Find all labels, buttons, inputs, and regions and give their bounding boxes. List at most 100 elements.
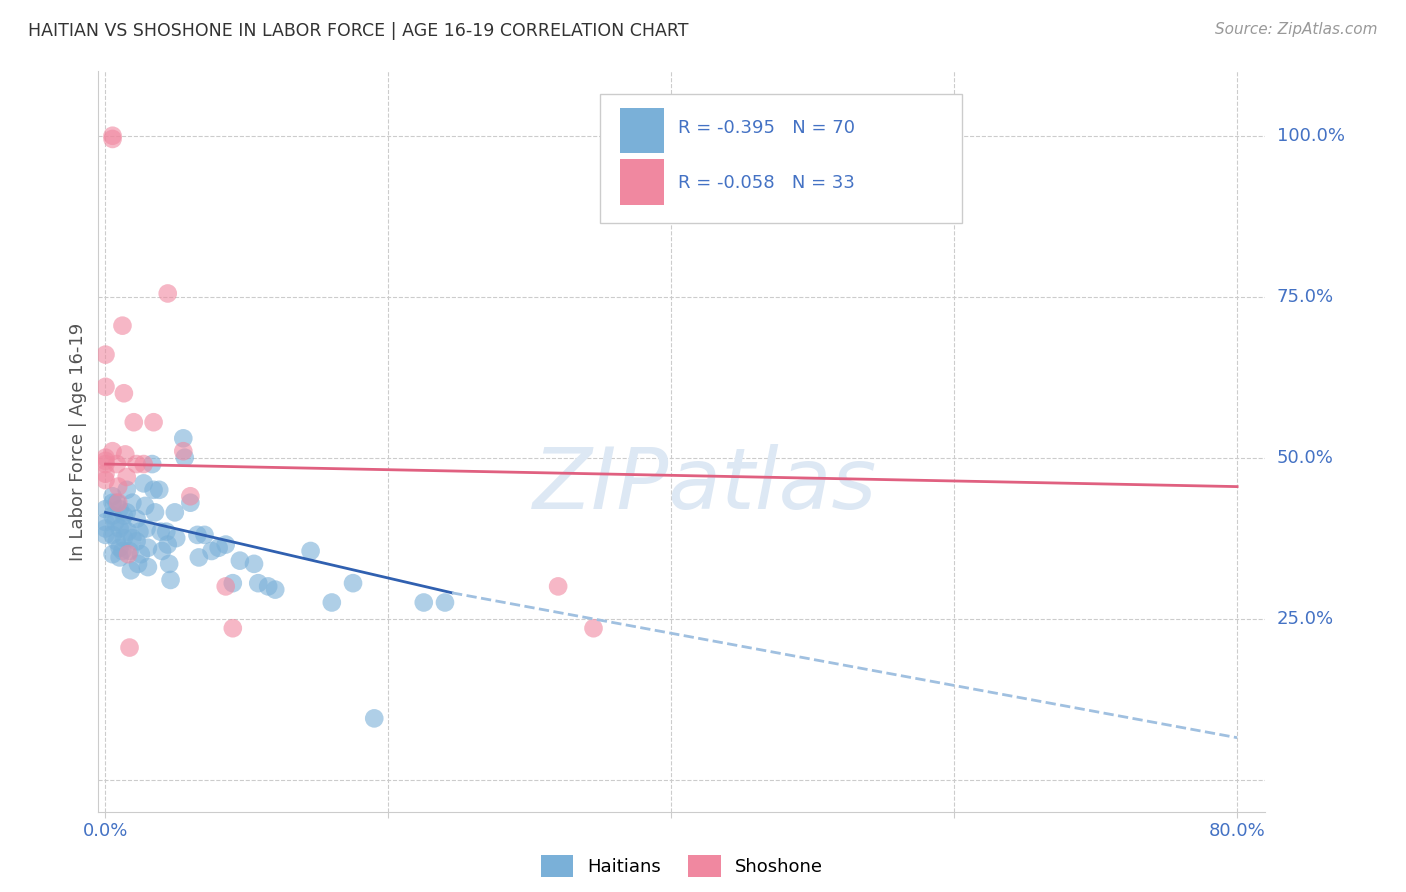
Point bbox=[104, 515, 127, 529]
Point bbox=[101, 547, 124, 561]
Text: R = -0.058   N = 33: R = -0.058 N = 33 bbox=[679, 174, 855, 192]
Point bbox=[433, 595, 456, 609]
Point bbox=[264, 582, 287, 597]
Point bbox=[142, 483, 165, 497]
Point bbox=[215, 537, 238, 551]
Point bbox=[94, 450, 117, 465]
Point bbox=[94, 380, 117, 394]
Point bbox=[156, 286, 179, 301]
Point bbox=[112, 386, 135, 401]
Point bbox=[134, 499, 156, 513]
Text: 75.0%: 75.0% bbox=[1277, 288, 1334, 306]
Point bbox=[94, 528, 117, 542]
Text: 50.0%: 50.0% bbox=[1277, 449, 1333, 467]
Point bbox=[159, 573, 181, 587]
Point bbox=[132, 457, 155, 471]
Point bbox=[257, 579, 280, 593]
Text: Source: ZipAtlas.com: Source: ZipAtlas.com bbox=[1215, 22, 1378, 37]
Point bbox=[125, 512, 148, 526]
Point bbox=[105, 457, 128, 471]
Point bbox=[193, 528, 215, 542]
Point bbox=[101, 489, 124, 503]
Point bbox=[215, 579, 238, 593]
Text: ZIPatlas: ZIPatlas bbox=[533, 444, 877, 527]
Point bbox=[101, 508, 124, 523]
Point bbox=[156, 537, 179, 551]
Point bbox=[111, 544, 134, 558]
Point bbox=[243, 557, 266, 571]
Point bbox=[200, 544, 222, 558]
Point bbox=[94, 502, 117, 516]
Point bbox=[179, 496, 201, 510]
Point bbox=[631, 128, 654, 143]
Point bbox=[108, 550, 131, 565]
Y-axis label: In Labor Force | Age 16-19: In Labor Force | Age 16-19 bbox=[69, 322, 87, 561]
Point bbox=[125, 534, 148, 549]
Point bbox=[547, 579, 569, 593]
Point bbox=[172, 431, 194, 445]
Point bbox=[114, 447, 136, 461]
Legend: Haitians, Shoshone: Haitians, Shoshone bbox=[533, 847, 831, 884]
Point bbox=[141, 457, 163, 471]
Point bbox=[412, 595, 434, 609]
Point bbox=[101, 496, 124, 510]
Point bbox=[101, 444, 124, 458]
Point bbox=[117, 524, 139, 539]
Point bbox=[94, 454, 117, 468]
Point bbox=[222, 576, 245, 591]
Point bbox=[157, 557, 180, 571]
Point bbox=[117, 547, 139, 561]
Point bbox=[247, 576, 270, 591]
Point bbox=[101, 132, 124, 146]
Point bbox=[222, 621, 245, 635]
Point bbox=[299, 544, 322, 558]
Point bbox=[115, 505, 138, 519]
Point bbox=[342, 576, 364, 591]
Point bbox=[155, 524, 177, 539]
Text: HAITIAN VS SHOSHONE IN LABOR FORCE | AGE 16-19 CORRELATION CHART: HAITIAN VS SHOSHONE IN LABOR FORCE | AGE… bbox=[28, 22, 689, 40]
Point bbox=[107, 480, 129, 494]
Point bbox=[121, 496, 143, 510]
Point bbox=[94, 515, 117, 529]
Point bbox=[105, 496, 128, 510]
Point bbox=[101, 128, 124, 143]
Point bbox=[111, 518, 134, 533]
Point bbox=[127, 557, 149, 571]
Text: R = -0.395   N = 70: R = -0.395 N = 70 bbox=[679, 119, 855, 136]
Point bbox=[136, 560, 159, 574]
Point bbox=[363, 711, 385, 725]
Point bbox=[143, 505, 166, 519]
Text: 25.0%: 25.0% bbox=[1277, 609, 1334, 628]
Point bbox=[94, 467, 117, 481]
Point bbox=[112, 508, 135, 523]
Point bbox=[111, 318, 134, 333]
Point bbox=[229, 554, 252, 568]
Point bbox=[135, 521, 157, 535]
Point bbox=[129, 547, 152, 561]
Point bbox=[94, 521, 117, 535]
Point bbox=[105, 534, 128, 549]
Point bbox=[128, 524, 150, 539]
Point bbox=[179, 489, 201, 503]
Point bbox=[163, 505, 186, 519]
Point bbox=[108, 502, 131, 516]
Bar bbox=[620, 159, 665, 205]
FancyBboxPatch shape bbox=[600, 94, 962, 223]
Point bbox=[94, 348, 117, 362]
Point bbox=[115, 470, 138, 484]
Text: 100.0%: 100.0% bbox=[1277, 127, 1344, 145]
Point bbox=[321, 595, 343, 609]
Point bbox=[120, 563, 142, 577]
Point bbox=[107, 496, 129, 510]
Bar bbox=[620, 108, 665, 153]
Point bbox=[108, 541, 131, 555]
Point bbox=[173, 450, 195, 465]
Point bbox=[122, 415, 145, 429]
Point bbox=[108, 521, 131, 535]
Point bbox=[172, 444, 194, 458]
Point bbox=[149, 524, 172, 539]
Point bbox=[142, 415, 165, 429]
Point bbox=[112, 531, 135, 545]
Point bbox=[136, 541, 159, 555]
Point bbox=[187, 550, 209, 565]
